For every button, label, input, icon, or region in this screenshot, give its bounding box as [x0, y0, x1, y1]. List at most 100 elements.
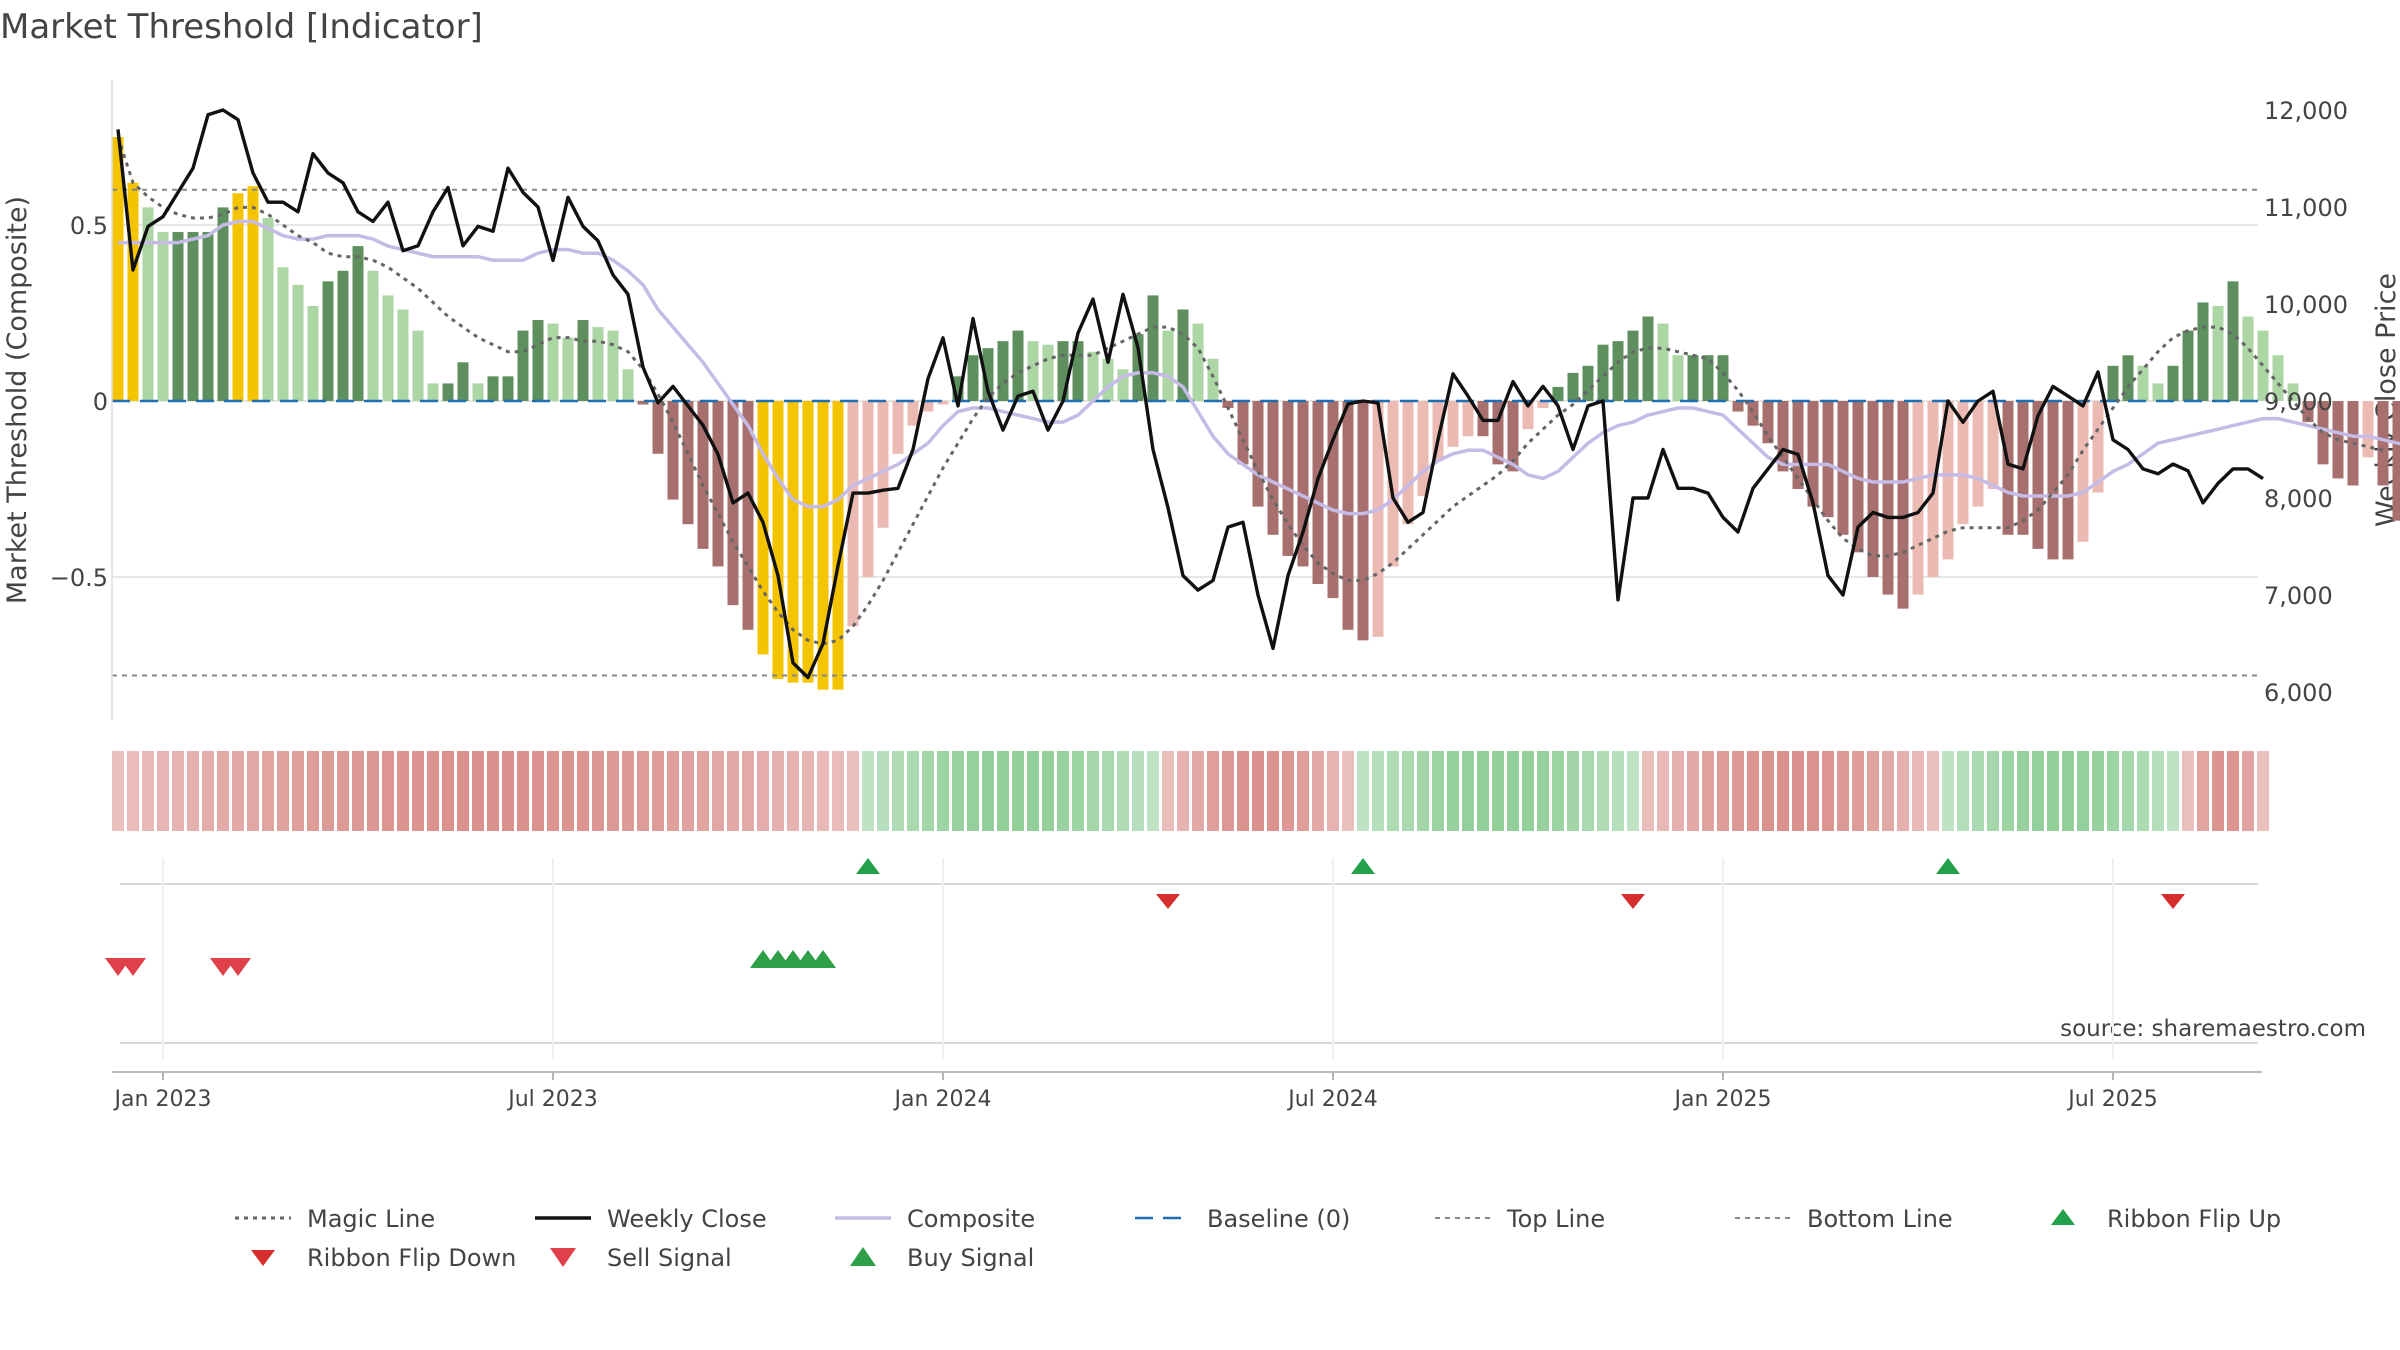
- y-right-tick-label: 12,000: [2264, 97, 2348, 125]
- ribbon-cell: [667, 751, 679, 831]
- histogram-bar: [532, 320, 544, 401]
- ribbon-cell: [877, 751, 889, 831]
- histogram-bar: [1117, 369, 1129, 401]
- ribbon-cell: [1747, 751, 1759, 831]
- legend-label-close: Weekly Close: [607, 1205, 767, 1233]
- ribbon-cell: [382, 751, 394, 831]
- histogram-bar: [1177, 309, 1189, 401]
- ribbon-cell: [142, 751, 154, 831]
- ribbon-cell: [1807, 751, 1819, 831]
- ribbon-flip-markers: [120, 858, 2258, 909]
- ribbon-cell: [922, 751, 934, 831]
- histogram-bar: [1942, 401, 1954, 560]
- histogram-bar: [2227, 281, 2239, 401]
- histogram-bar: [247, 186, 259, 401]
- histogram-bar: [457, 362, 469, 401]
- ribbon-cell: [2017, 751, 2029, 831]
- histogram-bar: [1507, 401, 1519, 472]
- histogram-bar: [1087, 351, 1099, 401]
- series-lines: [116, 108, 2400, 680]
- ribbon-cell: [1732, 751, 1744, 831]
- histogram-bar: [2122, 355, 2134, 401]
- histogram-bar: [1747, 401, 1759, 426]
- ribbon-cell: [982, 751, 994, 831]
- ribbon-cell: [2047, 751, 2059, 831]
- histogram-bar: [1732, 401, 1744, 412]
- histogram-bar: [1522, 401, 1534, 430]
- ribbon-cell: [2137, 751, 2149, 831]
- legend-label-flipdown: Ribbon Flip Down: [307, 1244, 516, 1272]
- histogram-bar: [127, 182, 139, 401]
- histogram-bar: [2182, 330, 2194, 401]
- y-axis-left-label: Market Threshold (Composite): [2, 196, 33, 604]
- histogram-bar: [772, 401, 784, 680]
- histogram-bar: [1072, 341, 1084, 401]
- ribbon-cell: [1537, 751, 1549, 831]
- histogram-bar: [2107, 365, 2119, 401]
- histogram-bar: [967, 355, 979, 401]
- ribbon-cell: [2182, 751, 2194, 831]
- signal-markers: [105, 950, 2258, 1044]
- ribbon-cell: [1402, 751, 1414, 831]
- histogram-bar: [982, 348, 994, 401]
- ribbon-cell: [697, 751, 709, 831]
- histogram-bar: [1672, 355, 1684, 401]
- ribbon-cell: [1987, 751, 1999, 831]
- histogram-bar: [1537, 401, 1549, 409]
- ribbon-flip-up-marker: [856, 858, 880, 874]
- histogram-bar: [1657, 323, 1669, 401]
- ribbon-cell: [2002, 751, 2014, 831]
- histogram-bar: [1972, 401, 1984, 507]
- histogram-bar: [952, 376, 964, 401]
- histogram-bar: [1387, 401, 1399, 567]
- ribbon-cell: [337, 751, 349, 831]
- ribbon-cell: [1477, 751, 1489, 831]
- histogram-bar: [2167, 365, 2179, 401]
- ribbon-cell: [397, 751, 409, 831]
- ribbon-cell: [1312, 751, 1324, 831]
- ribbon-cell: [247, 751, 259, 831]
- ribbon-cell: [2077, 751, 2089, 831]
- ribbon-cell: [442, 751, 454, 831]
- ribbon-cell: [187, 751, 199, 831]
- ribbon-cell: [1687, 751, 1699, 831]
- source-credit: source: sharemaestro.com: [2060, 1016, 2366, 1042]
- histogram-bar: [907, 401, 919, 426]
- ribbon-cell: [1012, 751, 1024, 831]
- ribbon-cell: [1837, 751, 1849, 831]
- histogram-bar: [1822, 401, 1834, 518]
- ribbon-cell: [1072, 751, 1084, 831]
- x-tick-label: Jul 2025: [2066, 1087, 2158, 1112]
- ribbon-cell: [1507, 751, 1519, 831]
- ribbon-cell: [457, 751, 469, 831]
- ribbon-cell: [532, 751, 544, 831]
- histogram-bar: [172, 232, 184, 401]
- ribbon-flip-down-marker: [1621, 894, 1645, 909]
- histogram-bar: [1687, 355, 1699, 401]
- histogram-bar: [637, 401, 649, 405]
- ribbon-cell: [1972, 751, 1984, 831]
- x-tick-label: Jul 2024: [1286, 1087, 1378, 1112]
- histogram-bar: [1342, 401, 1354, 630]
- ribbon-cell: [352, 751, 364, 831]
- histogram-bar: [1237, 401, 1249, 465]
- legend-symbol-buy: [850, 1247, 876, 1266]
- ribbon-cell: [1432, 751, 1444, 831]
- histogram-bar: [922, 401, 934, 412]
- histogram-bar: [487, 376, 499, 401]
- histogram-bar: [142, 207, 154, 401]
- histogram-bar: [697, 401, 709, 549]
- histogram-bar: [442, 383, 454, 401]
- ribbon-cell: [2227, 751, 2239, 831]
- histogram-bar: [562, 337, 574, 401]
- histogram-bar: [157, 232, 169, 401]
- histogram-bar: [1597, 344, 1609, 401]
- histogram-bar: [1447, 401, 1459, 447]
- ribbon-cell: [412, 751, 424, 831]
- ribbon-cell: [742, 751, 754, 831]
- ribbon-cell: [787, 751, 799, 831]
- histogram-bar: [1102, 358, 1114, 401]
- histogram-bar: [652, 401, 664, 454]
- ribbon-cell: [1897, 751, 1909, 831]
- histogram-bar: [1642, 316, 1654, 401]
